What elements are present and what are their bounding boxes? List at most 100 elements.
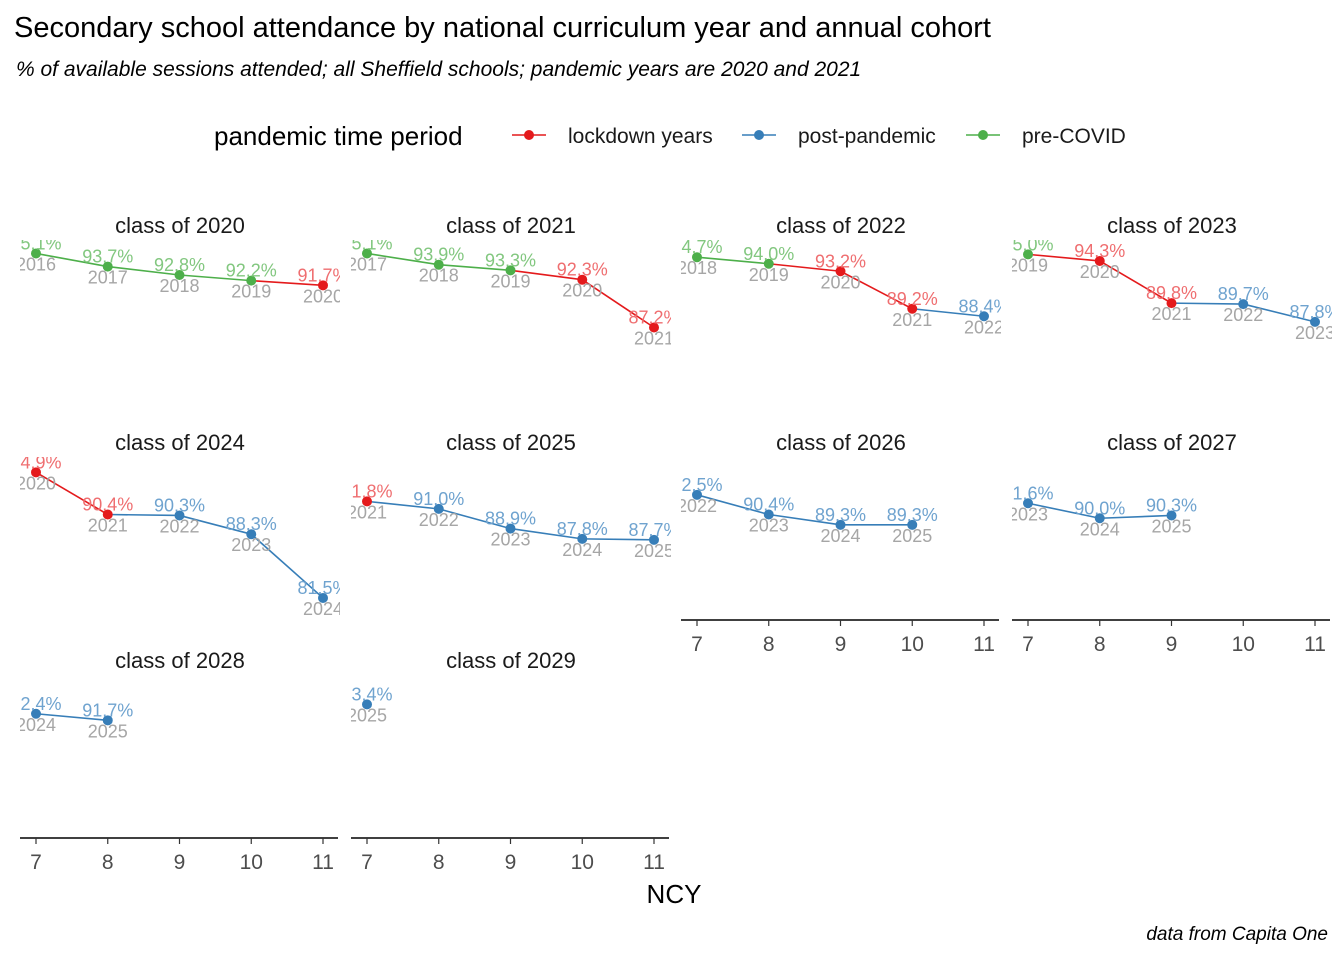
legend-key-point-post (754, 130, 764, 140)
facet-strip-label: class of 2021 (446, 213, 576, 238)
value-label: 91.8% (341, 481, 392, 501)
facet-strip-label: class of 2023 (1107, 213, 1237, 238)
value-label: 90.0% (1074, 498, 1125, 518)
value-label: 91.7% (297, 265, 348, 285)
x-tick-label: 7 (691, 633, 703, 656)
value-label: 95.1% (341, 233, 392, 253)
year-label: 2018 (159, 276, 199, 296)
year-label: 2020 (16, 473, 56, 493)
x-axis-title: NCY (647, 879, 702, 909)
facet-panel: 93.4%2025 (341, 684, 392, 725)
x-tick-label: 8 (1094, 633, 1106, 656)
facet-strip-label: class of 2022 (776, 213, 906, 238)
year-label: 2024 (303, 599, 343, 619)
year-label: 2020 (303, 286, 343, 306)
year-label: 2019 (231, 282, 271, 302)
value-label: 94.3% (1074, 241, 1125, 261)
x-tick-label: 7 (361, 851, 373, 874)
value-label: 92.3% (557, 260, 608, 280)
x-tick-label: 8 (102, 851, 114, 874)
value-label: 93.2% (815, 251, 866, 271)
value-label: 89.3% (815, 505, 866, 525)
value-label: 92.8% (154, 255, 205, 275)
year-label: 2021 (88, 516, 128, 536)
facet-strip-label: class of 2026 (776, 430, 906, 455)
year-label: 2019 (749, 265, 789, 285)
value-label: 91.0% (413, 489, 464, 509)
facet-panel: 92.4%202491.7%2025 (10, 694, 133, 742)
value-label: 94.7% (671, 237, 722, 257)
value-label: 93.7% (82, 247, 133, 267)
year-label: 2022 (964, 317, 1004, 337)
x-tick-label: 7 (1022, 633, 1034, 656)
facet-strip-label: class of 2029 (446, 648, 576, 673)
value-label: 95.1% (10, 233, 61, 253)
year-label: 2020 (562, 281, 602, 301)
year-label: 2022 (1223, 305, 1263, 325)
value-label: 89.8% (1146, 283, 1197, 303)
legend-label-lockdown: lockdown years (568, 125, 713, 148)
value-label: 93.9% (413, 245, 464, 265)
value-label: 81.5% (297, 578, 348, 598)
x-tick-label: 8 (763, 633, 775, 656)
value-label: 88.3% (226, 514, 277, 534)
year-label: 2023 (231, 535, 271, 555)
year-label: 2016 (16, 254, 56, 274)
legend-key-point-pre (978, 130, 988, 140)
x-tick-label: 9 (835, 633, 847, 656)
x-tick-label: 9 (174, 851, 186, 874)
year-label: 2020 (820, 272, 860, 292)
facet-panel: 94.7%201894.0%201993.2%202089.2%202188.4… (671, 237, 1009, 337)
x-tick-label: 7 (30, 851, 42, 874)
year-label: 2021 (347, 502, 387, 522)
value-label: 92.4% (10, 694, 61, 714)
value-label: 89.7% (1218, 284, 1269, 304)
year-label: 2019 (1008, 255, 1048, 275)
year-label: 2017 (347, 254, 387, 274)
x-tick-label: 11 (973, 633, 995, 656)
year-label: 2023 (1295, 323, 1335, 343)
value-label: 90.4% (743, 495, 794, 515)
facet-strip-label: class of 2028 (115, 648, 245, 673)
value-label: 93.3% (485, 250, 536, 270)
year-label: 2023 (749, 516, 789, 536)
value-label: 95.0% (1002, 234, 1053, 254)
value-label: 89.2% (887, 289, 938, 309)
year-label: 2025 (88, 721, 128, 741)
legend-label-post: post-pandemic (798, 125, 936, 148)
value-label: 90.3% (1146, 495, 1197, 515)
legend-label-pre: pre-COVID (1022, 125, 1126, 148)
value-label: 87.8% (1289, 302, 1340, 322)
value-label: 92.2% (226, 261, 277, 281)
facet-strip-label: class of 2027 (1107, 430, 1237, 455)
faceted-line-chart: pandemic time period lockdown years post-p… (0, 0, 1344, 960)
facet-strip-label: class of 2020 (115, 213, 245, 238)
value-label: 90.3% (154, 495, 205, 515)
x-tick-label: 10 (1232, 633, 1255, 656)
facet-panel: 95.0%201994.3%202089.8%202189.7%2022 87.8… (1002, 234, 1340, 343)
value-label: 94.0% (743, 244, 794, 264)
x-tick-label: 11 (643, 851, 665, 874)
facet-panel: 92.5%2022 90.4%202389.3%202489.3%2025 (671, 475, 937, 546)
year-label: 2025 (347, 705, 387, 725)
facet-panel: 91.6%2023 90.0%2024 90.3%2025 (1002, 483, 1197, 539)
year-label: 2022 (159, 516, 199, 536)
value-label: 88.9% (485, 509, 536, 529)
year-label: 2023 (490, 530, 530, 550)
year-label: 2023 (1008, 504, 1048, 524)
facet-panel: 94.9%2020 90.4%2021 90.3%2022 88.3%2023 81.5… (10, 452, 348, 619)
value-label: 94.9% (10, 452, 61, 472)
year-label: 2019 (490, 271, 530, 291)
value-label: 92.5% (671, 475, 722, 495)
legend-title: pandemic time period (214, 121, 463, 151)
value-label: 91.7% (82, 700, 133, 720)
x-tick-label: 8 (433, 851, 445, 874)
year-label: 2018 (419, 266, 459, 286)
value-label: 88.4% (958, 296, 1009, 316)
value-label: 89.3% (887, 505, 938, 525)
year-label: 2017 (88, 268, 128, 288)
year-label: 2020 (1080, 262, 1120, 282)
x-tick-label: 9 (505, 851, 517, 874)
value-label: 87.7% (628, 520, 679, 540)
year-label: 2022 (677, 496, 717, 516)
